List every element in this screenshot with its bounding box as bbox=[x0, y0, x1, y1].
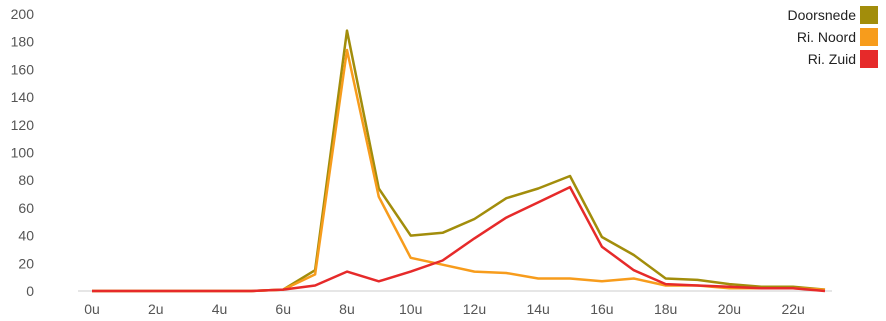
x-axis-ticks: 0u 2u 4u 6u 8u 10u 12u 14u 16u 18u 20u 22u bbox=[84, 301, 805, 317]
x-tick-label: 2u bbox=[148, 301, 164, 317]
x-tick-label: 10u bbox=[399, 301, 422, 317]
y-tick-label: 200 bbox=[11, 6, 35, 22]
series-line-ri-noord bbox=[92, 48, 826, 293]
series-lines bbox=[92, 29, 826, 293]
x-tick-label: 22u bbox=[781, 301, 804, 317]
y-axis-ticks: 0 20 40 60 80 100 120 140 160 180 200 bbox=[11, 6, 35, 299]
y-tick-label: 60 bbox=[18, 200, 34, 216]
legend-swatch bbox=[860, 28, 878, 46]
legend-item-doorsnede: Doorsnede bbox=[718, 4, 878, 26]
x-tick-label: 12u bbox=[463, 301, 486, 317]
y-tick-label: 100 bbox=[11, 145, 35, 161]
y-tick-label: 0 bbox=[26, 283, 34, 299]
y-tick-label: 140 bbox=[11, 89, 35, 105]
y-tick-label: 20 bbox=[18, 255, 34, 271]
y-tick-label: 160 bbox=[11, 61, 35, 77]
legend-swatch bbox=[860, 6, 878, 24]
x-tick-label: 20u bbox=[718, 301, 741, 317]
y-tick-label: 120 bbox=[11, 117, 35, 133]
legend-item-ri-noord: Ri. Noord bbox=[718, 26, 878, 48]
legend-label: Ri. Zuid bbox=[807, 51, 856, 67]
x-tick-label: 0u bbox=[84, 301, 100, 317]
x-tick-label: 4u bbox=[212, 301, 228, 317]
legend-label: Ri. Noord bbox=[796, 29, 856, 45]
y-tick-label: 180 bbox=[11, 34, 35, 50]
x-tick-label: 14u bbox=[526, 301, 549, 317]
x-tick-label: 8u bbox=[339, 301, 355, 317]
legend-label: Doorsnede bbox=[787, 7, 857, 23]
series-line-doorsnede bbox=[92, 29, 826, 293]
legend-item-ri-zuid: Ri. Zuid bbox=[718, 48, 878, 70]
legend-swatch bbox=[860, 50, 878, 68]
x-tick-label: 6u bbox=[275, 301, 291, 317]
y-tick-label: 40 bbox=[18, 228, 34, 244]
y-tick-label: 80 bbox=[18, 172, 34, 188]
series-line-ri-zuid bbox=[92, 185, 826, 293]
x-tick-label: 16u bbox=[590, 301, 613, 317]
x-tick-label: 18u bbox=[654, 301, 677, 317]
chart-legend: Doorsnede Ri. Noord Ri. Zuid bbox=[718, 4, 878, 70]
